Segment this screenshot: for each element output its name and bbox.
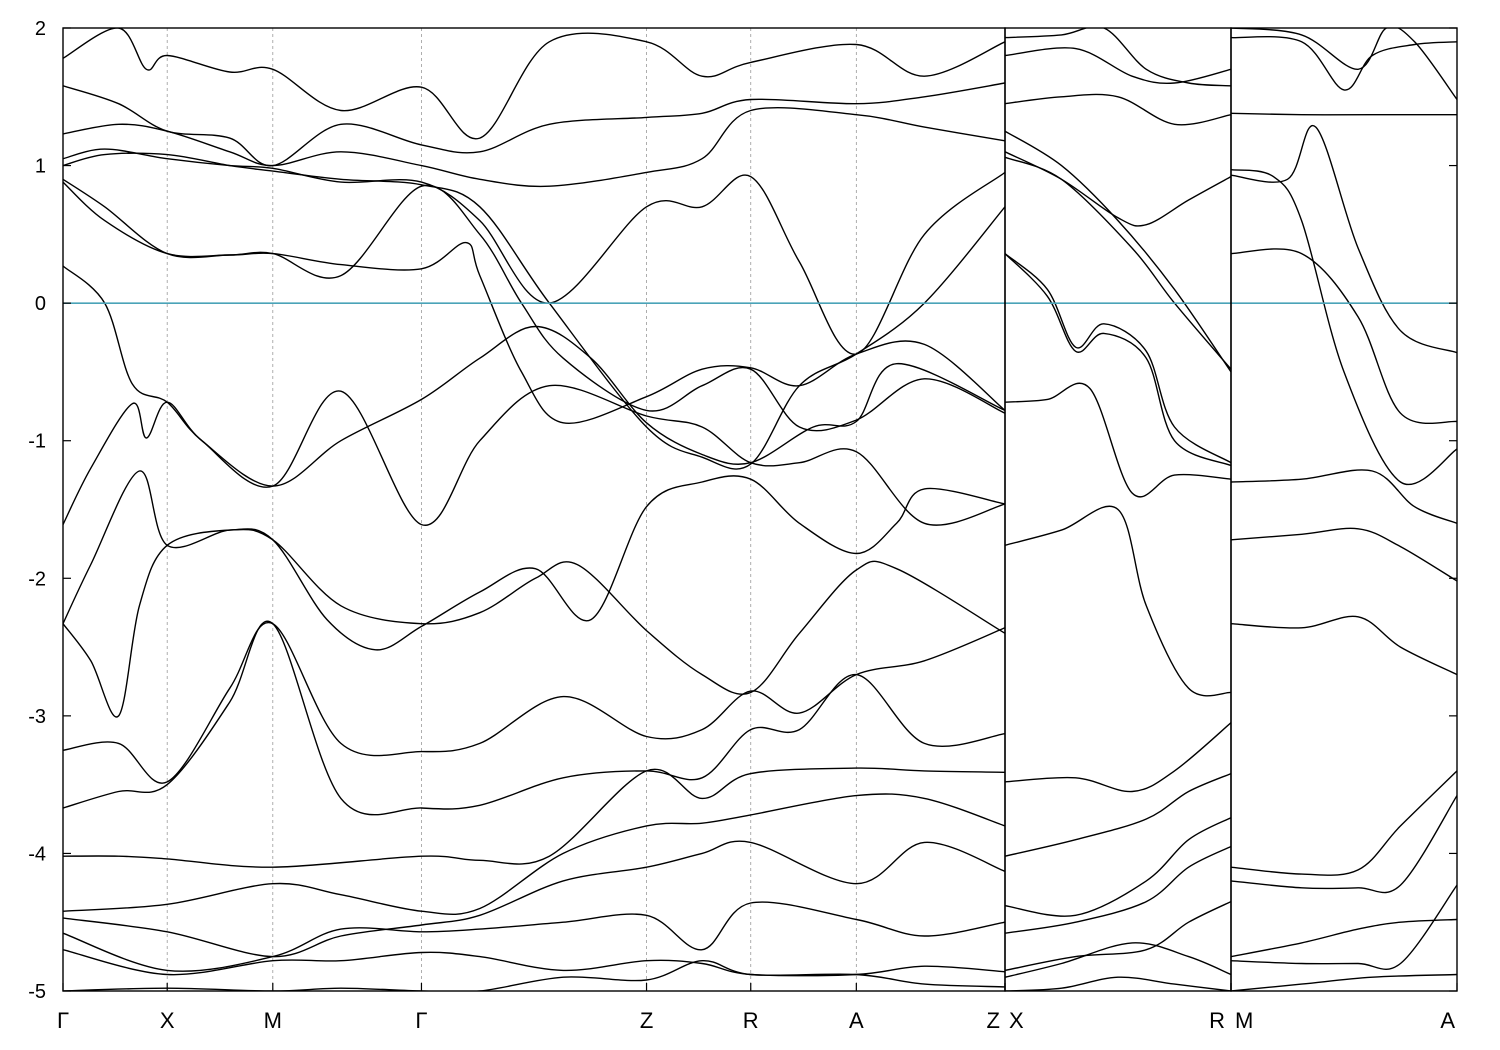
x-tick-label: R <box>1209 1008 1225 1033</box>
x-tick-label: X <box>160 1008 175 1033</box>
band-line <box>1005 900 1231 972</box>
x-tick-label: Γ <box>415 1008 427 1033</box>
panel-frame <box>62 27 1006 992</box>
band-line <box>1005 47 1231 84</box>
x-tick-label: M <box>1235 1008 1253 1033</box>
y-tick-label: -5 <box>28 981 46 1003</box>
band-line <box>63 793 1005 916</box>
x-tick-label: A <box>1440 1008 1455 1033</box>
band-line <box>1231 28 1457 100</box>
band-line <box>1231 884 1457 970</box>
band-line <box>1005 130 1231 373</box>
band-line <box>63 470 1005 651</box>
x-tick-label: A <box>849 1008 864 1033</box>
y-tick-label: -1 <box>28 431 46 453</box>
band-line <box>63 901 1005 972</box>
band-line <box>1005 845 1231 934</box>
y-tick-label: 2 <box>35 18 46 40</box>
x-tick-label: R <box>743 1008 759 1033</box>
panel-frame <box>1230 27 1458 992</box>
y-tick-label: 0 <box>35 293 46 315</box>
x-tick-label: M <box>264 1008 282 1033</box>
band-line <box>1231 795 1457 894</box>
y-tick-label: -3 <box>28 706 46 728</box>
band-line <box>1231 527 1457 582</box>
y-tick-label: -2 <box>28 568 46 590</box>
band-line <box>1231 918 1457 958</box>
frames-layer <box>62 27 1458 992</box>
band-line <box>1005 817 1231 917</box>
band-line <box>1005 151 1231 227</box>
band-line <box>63 949 1005 977</box>
band-line <box>1231 124 1457 354</box>
band-line <box>1005 253 1231 464</box>
band-line <box>1231 112 1457 116</box>
band-line <box>63 621 1005 784</box>
band-line <box>63 28 1005 140</box>
band-line <box>63 178 1005 432</box>
y-tick-label: 1 <box>35 156 46 178</box>
band-line <box>1231 615 1457 676</box>
band-line <box>63 82 1005 167</box>
band-line <box>1005 505 1231 697</box>
band-line <box>1005 28 1231 87</box>
band-line <box>1005 772 1231 857</box>
band-line <box>1231 469 1457 524</box>
band-line <box>63 325 1005 525</box>
band-line <box>63 148 1005 355</box>
band-line <box>63 840 1005 958</box>
band-line <box>1231 973 1457 991</box>
band-line <box>1005 93 1231 126</box>
band-line <box>1005 722 1231 793</box>
band-line <box>63 959 1005 991</box>
band-line <box>63 528 1005 718</box>
band-line <box>1005 942 1231 978</box>
band-line <box>63 767 1005 868</box>
y-tick-label: -4 <box>28 843 46 865</box>
x-tick-label: Z <box>987 1008 1000 1033</box>
band-line <box>1005 253 1231 467</box>
band-line <box>1231 770 1457 876</box>
x-tick-label: Γ <box>57 1008 69 1033</box>
labels-layer: 210-1-2-3-4-5Γ X M Γ Z R A Z X R M A <box>28 18 1455 1033</box>
band-line <box>1231 248 1457 425</box>
band-line <box>1005 156 1231 370</box>
band-line <box>63 152 1005 470</box>
band-line <box>63 620 1005 816</box>
grid-layer <box>166 28 857 991</box>
band-line <box>1005 382 1231 498</box>
band-line <box>63 106 1005 188</box>
band-line <box>1231 169 1457 486</box>
x-tick-label: X <box>1009 1008 1024 1033</box>
bands-layer <box>63 28 1457 991</box>
x-tick-label: Z <box>640 1008 653 1033</box>
band-line <box>1005 976 1231 991</box>
